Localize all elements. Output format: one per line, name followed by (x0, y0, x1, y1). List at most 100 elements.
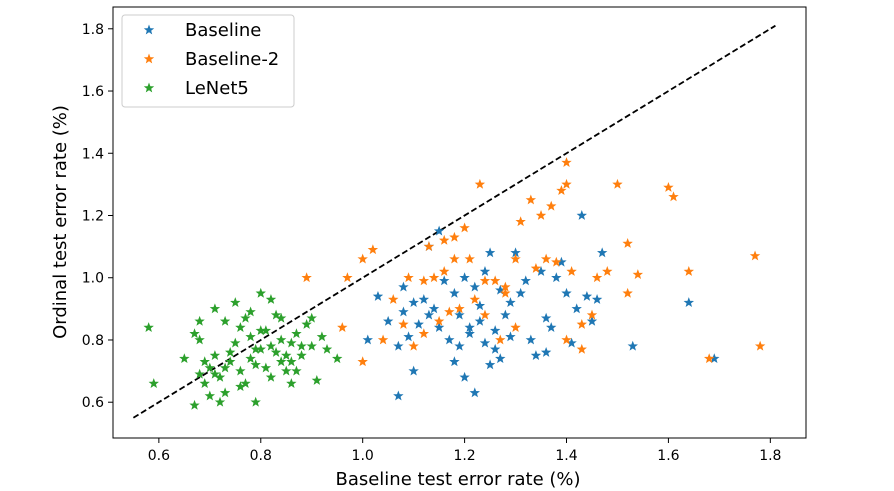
y-tick-label: 1.8 (82, 22, 104, 38)
data-point (510, 253, 521, 264)
data-point (204, 362, 216, 373)
data-point (398, 281, 409, 292)
data-point (484, 247, 496, 258)
data-point (377, 334, 389, 345)
data-point (230, 337, 241, 348)
data-point (240, 378, 251, 388)
data-point (286, 378, 297, 388)
data-point (382, 315, 394, 326)
data-point (515, 216, 526, 227)
data-point (500, 281, 511, 292)
data-point (357, 356, 368, 367)
legend-label: Baseline-2 (185, 49, 279, 70)
x-axis-label: Baseline test error rate (%) (335, 469, 580, 490)
data-point (464, 328, 475, 339)
data-point (393, 340, 404, 351)
data-point (627, 340, 638, 351)
series-lenet5 (143, 287, 343, 410)
data-point (556, 185, 567, 196)
legend-label: LeNet5 (185, 78, 249, 99)
data-point (449, 253, 460, 264)
legend-marker (143, 24, 155, 35)
data-point (311, 374, 323, 385)
data-point (219, 387, 231, 398)
data-point (479, 337, 491, 348)
data-point (418, 328, 430, 339)
data-point (235, 365, 246, 376)
data-point (408, 297, 419, 308)
data-point (362, 334, 373, 345)
legend-marker (143, 82, 155, 93)
data-point (194, 334, 205, 345)
data-point (551, 272, 562, 283)
data-point (398, 306, 409, 317)
data-point (444, 334, 455, 345)
legend-label: Baseline (185, 20, 261, 41)
data-point (423, 309, 435, 320)
data-point (449, 356, 460, 367)
data-point (464, 253, 475, 264)
data-point (286, 337, 297, 348)
data-point (622, 238, 633, 248)
data-point (209, 303, 221, 314)
data-point (403, 331, 414, 342)
data-point (576, 318, 587, 329)
data-point (194, 315, 205, 326)
data-point (265, 294, 277, 304)
data-point (591, 294, 603, 304)
data-point (489, 275, 501, 286)
data-point (510, 322, 521, 332)
data-point (683, 266, 694, 276)
data-point (551, 256, 562, 267)
data-point (546, 200, 557, 211)
data-point (459, 371, 470, 382)
series-baseline (362, 210, 720, 401)
x-tick-label: 0.6 (148, 448, 170, 464)
data-point (459, 222, 470, 233)
data-point (469, 281, 480, 292)
x-tick-label: 1.4 (555, 448, 577, 464)
data-point (235, 381, 246, 392)
data-point (286, 356, 297, 367)
data-point (316, 331, 328, 342)
data-point (255, 343, 266, 354)
legend-marker (143, 53, 155, 64)
data-point (581, 290, 593, 301)
data-point (403, 272, 414, 283)
data-point (275, 312, 287, 323)
data-point (505, 331, 516, 342)
x-tick-label: 1.6 (657, 448, 679, 464)
diagonal-layer (132, 24, 776, 419)
data-point (525, 194, 537, 205)
data-point (332, 353, 343, 364)
x-tick-label: 0.8 (250, 448, 272, 464)
data-point (459, 272, 470, 283)
data-point (245, 306, 256, 317)
data-point (489, 325, 501, 336)
data-point (245, 331, 256, 342)
data-point (413, 318, 424, 329)
data-point (663, 182, 674, 192)
data-point (281, 365, 292, 376)
data-point (275, 356, 287, 367)
data-point (495, 334, 506, 345)
data-point (209, 350, 221, 360)
data-point (525, 334, 537, 345)
data-point (148, 378, 159, 388)
data-point (454, 303, 465, 314)
data-point (219, 315, 231, 326)
data-point (255, 287, 266, 298)
x-tick-label: 1.0 (352, 448, 374, 464)
axes-layer: 0.6 0.8 1.0 1.2 1.4 1.6 1.8 0.6 0.8 1.0 1.2 1.4 1.6 1… (82, 6, 807, 464)
data-point (479, 266, 491, 276)
data-point (683, 297, 694, 308)
data-point (586, 315, 598, 326)
data-point (189, 399, 200, 410)
y-tick-label: 1.2 (82, 208, 104, 224)
data-point (454, 340, 465, 351)
data-point (398, 318, 409, 329)
data-point (342, 272, 353, 283)
data-point (505, 297, 516, 308)
data-point (632, 269, 644, 280)
